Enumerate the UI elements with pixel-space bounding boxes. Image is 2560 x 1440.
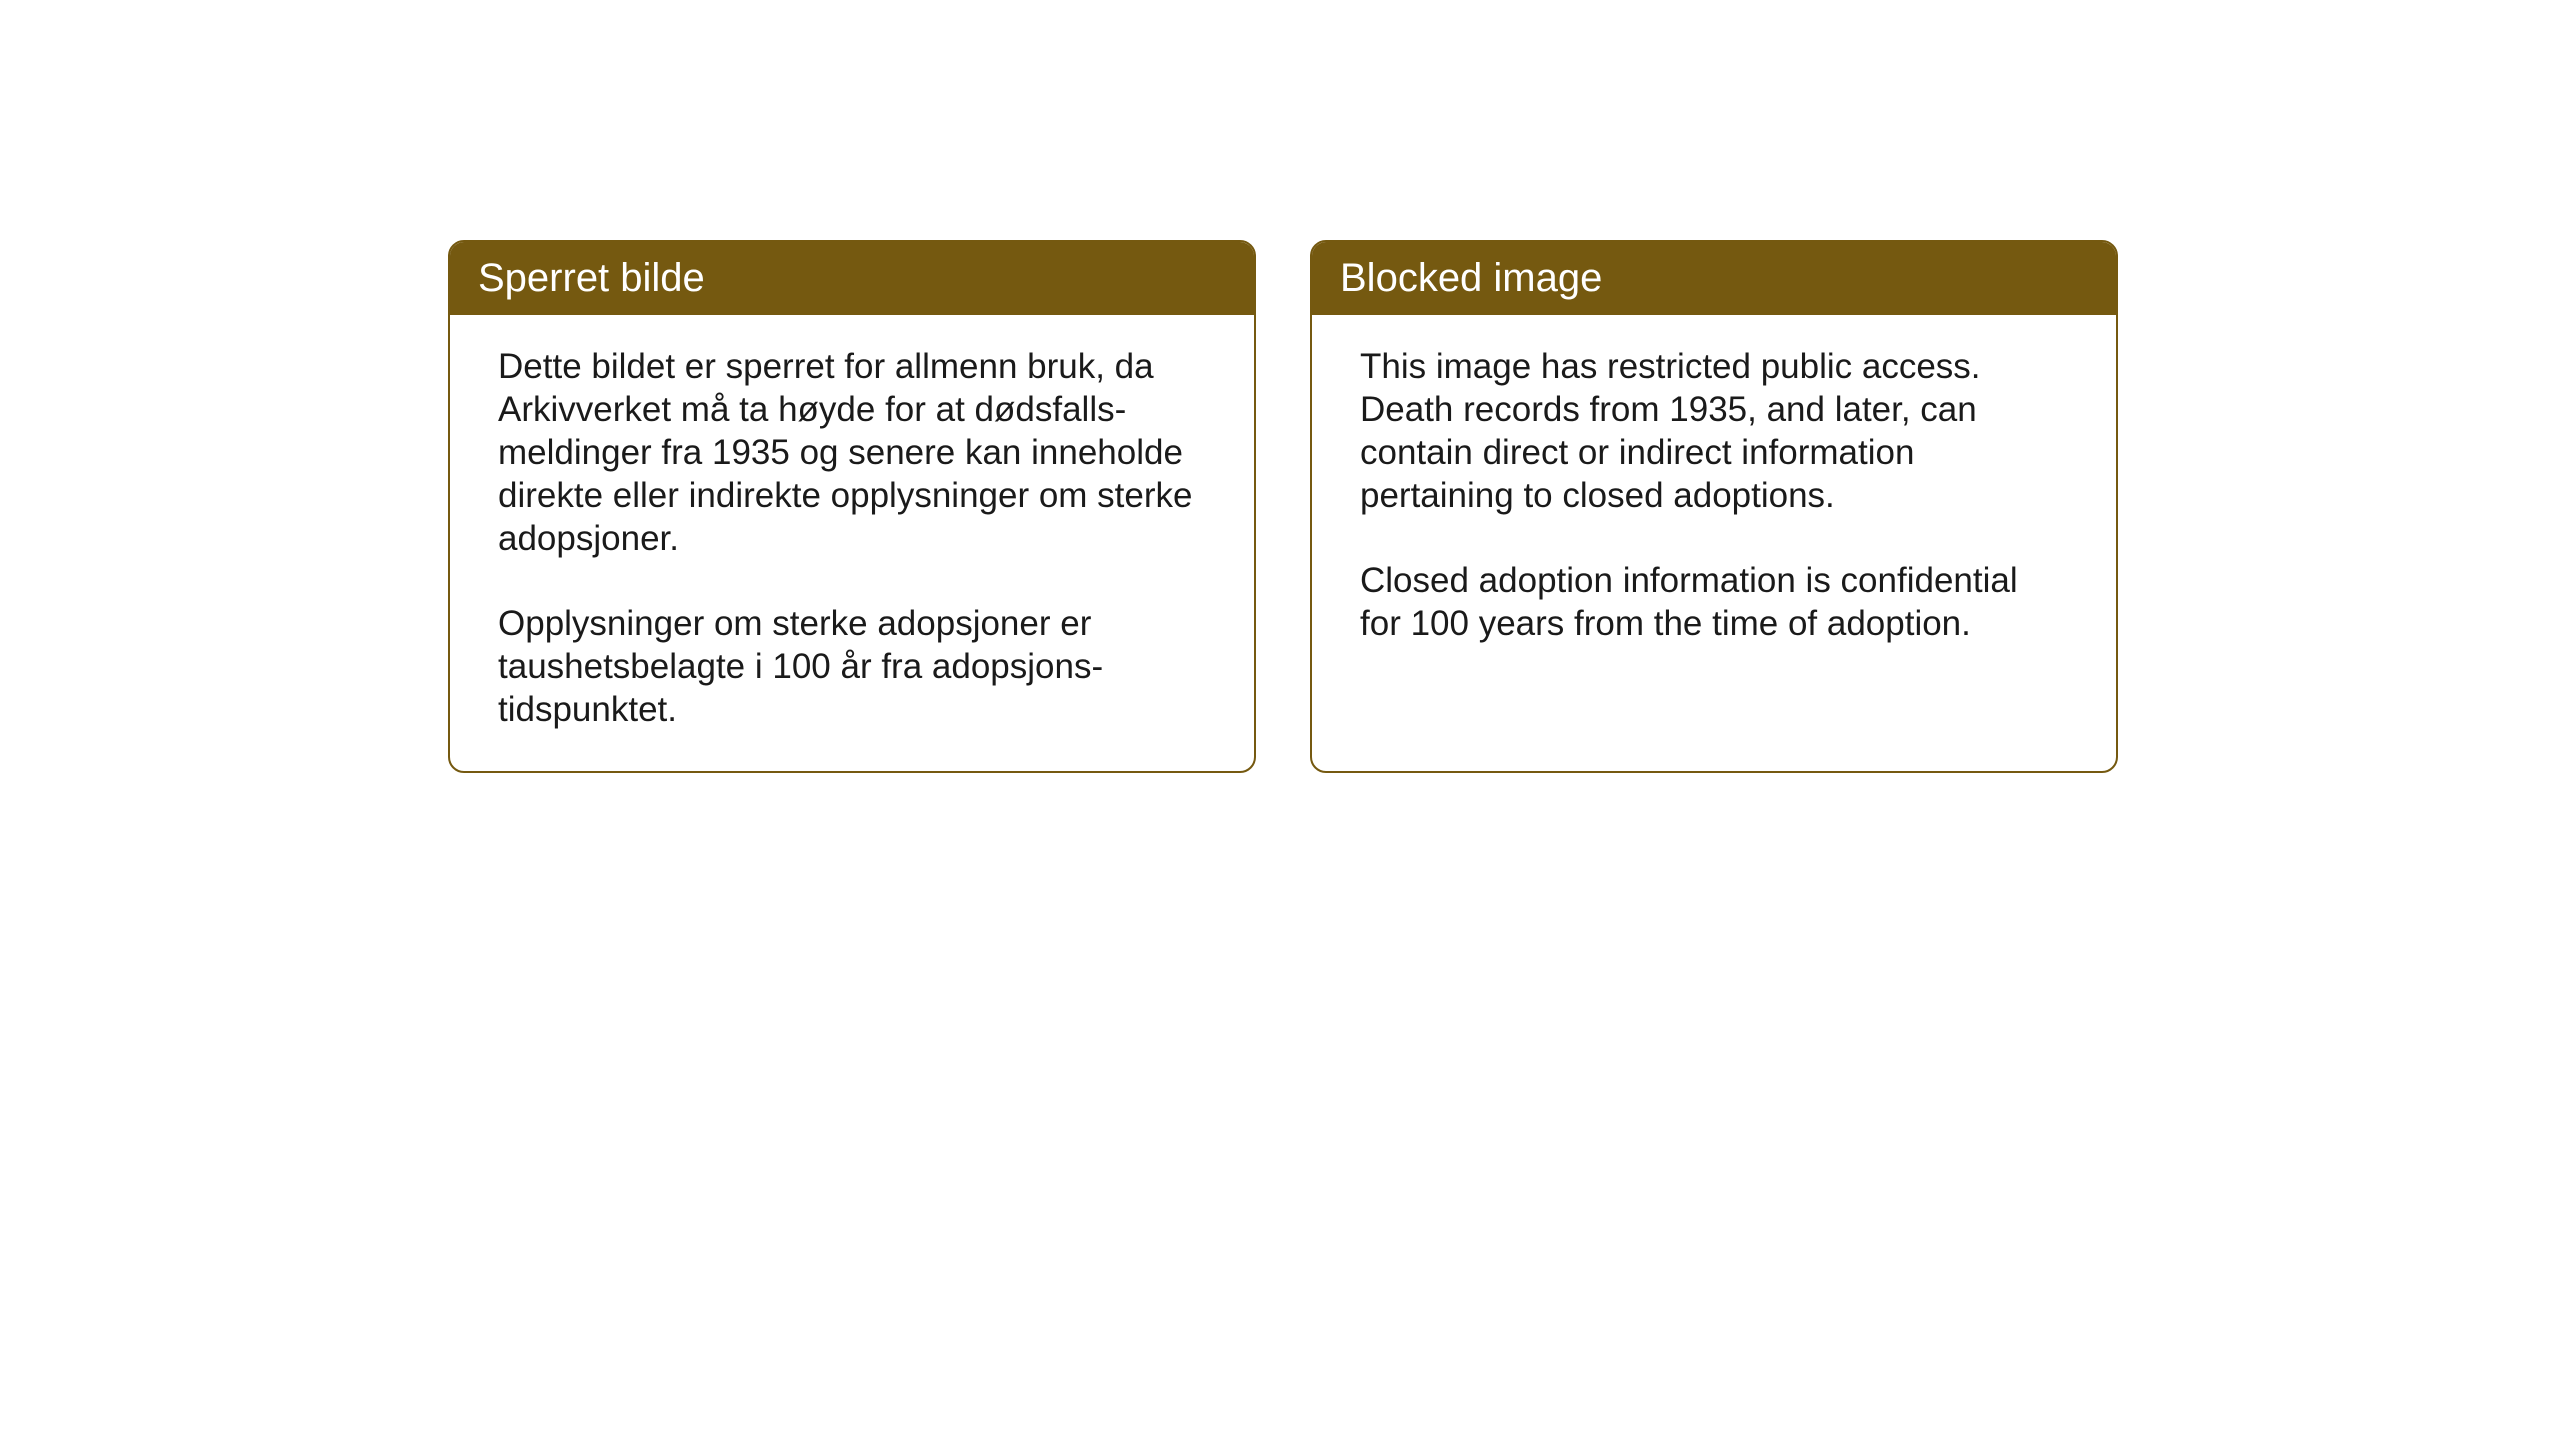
cards-container: Sperret bilde Dette bildet er sperret fo…	[448, 240, 2118, 773]
card-norwegian-header: Sperret bilde	[450, 242, 1254, 315]
card-norwegian-body: Dette bildet er sperret for allmenn bruk…	[450, 315, 1254, 771]
card-english: Blocked image This image has restricted …	[1310, 240, 2118, 773]
card-english-header: Blocked image	[1312, 242, 2116, 315]
card-english-title: Blocked image	[1340, 256, 1602, 300]
card-norwegian-paragraph1: Dette bildet er sperret for allmenn bruk…	[498, 345, 1206, 560]
card-english-paragraph1: This image has restricted public access.…	[1360, 345, 2068, 517]
card-norwegian-paragraph2: Opplysninger om sterke adopsjoner er tau…	[498, 602, 1206, 731]
card-english-paragraph2: Closed adoption information is confident…	[1360, 559, 2068, 645]
card-norwegian: Sperret bilde Dette bildet er sperret fo…	[448, 240, 1256, 773]
card-norwegian-title: Sperret bilde	[478, 256, 705, 300]
card-english-body: This image has restricted public access.…	[1312, 315, 2116, 755]
